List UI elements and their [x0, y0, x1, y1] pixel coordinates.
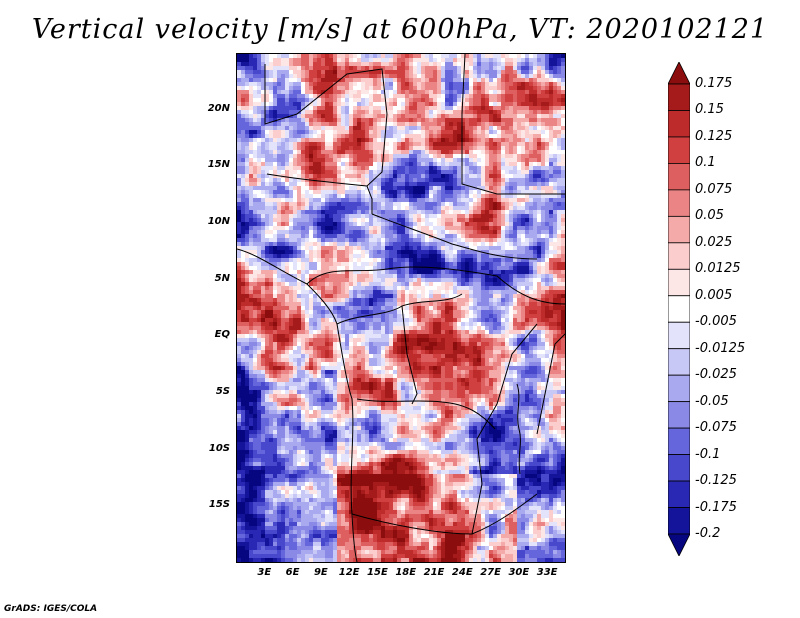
colorbar-label: 0.005 — [695, 287, 733, 303]
lon-tick-label: 21E — [423, 567, 445, 578]
colorbar-label: 0.1 — [695, 155, 716, 171]
border-line — [266, 173, 368, 187]
border-line — [356, 398, 496, 430]
lon-tick-label: 24E — [451, 567, 473, 578]
border-line — [516, 383, 521, 475]
colorbar-label: 0.125 — [695, 128, 733, 144]
colorbar-band — [668, 110, 690, 138]
footer-credit: GrADS: IGES/COLA — [4, 604, 98, 614]
lon-tick-label: 9E — [313, 567, 328, 578]
velocity-field — [237, 54, 565, 562]
border-line — [536, 333, 565, 435]
colorbar-band — [668, 295, 690, 323]
lat-tick-label: 20N — [207, 102, 230, 114]
colorbar-band — [668, 348, 690, 376]
map-panel — [236, 53, 566, 563]
colorbar-label: -0.005 — [695, 314, 737, 330]
lat-tick-label: 10S — [208, 442, 230, 454]
colorbar-label: 0.025 — [695, 234, 733, 250]
colorbar-band — [668, 242, 690, 270]
lat-tick-label: EQ — [214, 329, 230, 341]
lon-tick-label: 3E — [257, 567, 272, 578]
lat-tick-label: 5N — [214, 272, 230, 284]
colorbar-label: 0.175 — [695, 76, 733, 91]
colorbar-label: -0.175 — [695, 499, 737, 515]
lat-tick-label: 15S — [208, 499, 230, 511]
colorbar-label: -0.05 — [695, 393, 729, 409]
lon-tick-label: 15E — [367, 567, 388, 578]
colorbar-label: -0.125 — [695, 473, 737, 489]
colorbar-band — [668, 163, 690, 191]
border-line — [351, 493, 538, 535]
colorbar-label: 0.05 — [695, 208, 724, 224]
page-title: Vertical velocity [m/s] at 600hPa, VT: 2… — [31, 14, 769, 45]
colorbar-label: -0.0125 — [695, 340, 746, 356]
colorbar-band — [668, 507, 690, 535]
colorbar-label: 0.0125 — [695, 261, 741, 277]
lat-tick-label: 5S — [215, 386, 230, 397]
border-line — [461, 54, 565, 195]
colorbar-band — [668, 189, 690, 217]
colorbar-label: -0.075 — [695, 420, 737, 436]
lon-tick-label: 30E — [508, 567, 530, 578]
lon-tick-label: 33E — [536, 567, 558, 578]
colorbar-band — [668, 268, 690, 297]
colorbar-label: -0.025 — [695, 367, 737, 383]
colorbar-band — [668, 215, 690, 244]
colorbar-bottom-arrow — [668, 533, 690, 556]
colorbar — [668, 62, 690, 556]
lon-tick-label: 6E — [285, 567, 300, 578]
lon-tick-label: 12E — [338, 567, 360, 578]
colorbar-band — [668, 136, 690, 164]
colorbar-band — [668, 454, 690, 482]
colorbar-band — [668, 427, 690, 455]
border-line — [371, 213, 538, 260]
colorbar-label: 0.15 — [695, 102, 724, 118]
colorbar-band — [668, 401, 690, 429]
colorbar-band — [668, 374, 690, 403]
border-line — [401, 305, 418, 405]
border-line — [471, 323, 538, 535]
colorbar-band — [668, 83, 690, 111]
lon-tick-label: 18E — [395, 567, 417, 578]
colorbar-top-arrow — [668, 62, 690, 85]
colorbar-label: -0.1 — [695, 446, 721, 462]
colorbar-label: 0.075 — [695, 181, 733, 197]
lon-tick-label: 27E — [480, 567, 501, 578]
colorbar-band — [668, 321, 690, 350]
colorbar-label: -0.2 — [695, 526, 721, 541]
lat-tick-label: 10N — [207, 216, 230, 227]
lat-tick-label: 15N — [207, 159, 230, 171]
border-line — [306, 266, 565, 305]
colorbar-band — [668, 480, 690, 508]
